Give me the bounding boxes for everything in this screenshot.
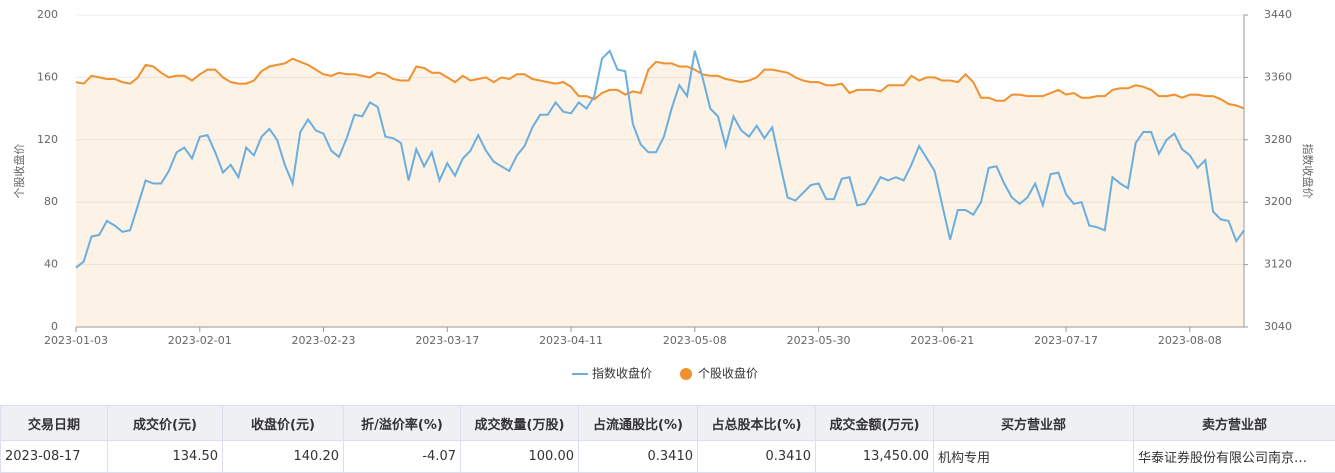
x-tick-label: 2023-05-30	[787, 334, 851, 347]
y2-tick-label: 3360	[1264, 70, 1292, 83]
table-cell: 2023-08-17	[1, 441, 108, 473]
y-tick-label: 200	[37, 8, 58, 21]
y2-tick-label: 3200	[1264, 195, 1292, 208]
table-header: 收盘价(元)	[223, 406, 344, 441]
x-tick-label: 2023-07-17	[1034, 334, 1098, 347]
table-header: 交易日期	[1, 406, 108, 441]
x-tick-label: 2023-08-08	[1158, 334, 1222, 347]
y-tick-label: 40	[44, 258, 58, 271]
y-tick-label: 0	[51, 320, 58, 333]
trade-table: 交易日期成交价(元)收盘价(元)折/溢价率(%)成交数量(万股)占流通股比(%)…	[0, 405, 1335, 473]
table-cell: 100.00	[461, 441, 579, 473]
chart: 个股收盘价 指数收盘价 0 40 80 120 160 200 3040 3120 3200 32…	[0, 0, 1335, 400]
table-header: 卖方营业部	[1134, 406, 1335, 441]
y2-tick-label: 3440	[1264, 8, 1292, 21]
x-tick-label: 2023-02-23	[292, 334, 356, 347]
table-header: 买方营业部	[934, 406, 1134, 441]
table-cell: 140.20	[223, 441, 344, 473]
table-cell: 134.50	[108, 441, 223, 473]
table-cell: 0.3410	[698, 441, 816, 473]
legend-label: 指数收盘价	[592, 366, 652, 381]
y2-tick-label: 3120	[1264, 258, 1292, 271]
x-tick-label: 2023-04-11	[539, 334, 603, 347]
y-tick-label: 160	[37, 70, 58, 83]
y-tick-label: 120	[37, 133, 58, 146]
y-tick-label: 80	[44, 195, 58, 208]
legend-label: 个股收盘价	[698, 366, 758, 381]
x-tick-label: 2023-06-21	[910, 334, 974, 347]
y-axis-title: 个股收盘价	[12, 144, 26, 199]
x-tick-label: 2023-05-08	[663, 334, 727, 347]
area	[76, 59, 1244, 327]
x-tick-label: 2023-02-01	[168, 334, 232, 347]
table-header: 折/溢价率(%)	[344, 406, 461, 441]
y2-axis-title: 指数收盘价	[1301, 144, 1315, 199]
legend-swatch	[680, 368, 692, 380]
table-header: 成交数量(万股)	[461, 406, 579, 441]
y2-tick-label: 3040	[1264, 320, 1292, 333]
table-cell: 0.3410	[579, 441, 698, 473]
table-cell: 机构专用	[934, 441, 1134, 473]
x-tick-label: 2023-03-17	[415, 334, 479, 347]
table-cell: 华泰证券股份有限公司南京…	[1134, 441, 1335, 473]
table-header: 占总股本比(%)	[698, 406, 816, 441]
table-header: 占流通股比(%)	[579, 406, 698, 441]
table-header: 成交价(元)	[108, 406, 223, 441]
x-tick-label: 2023-01-03	[44, 334, 108, 347]
y2-tick-label: 3280	[1264, 133, 1292, 146]
table-header: 成交金额(万元)	[816, 406, 934, 441]
table-cell: 13,450.00	[816, 441, 934, 473]
table-cell: -4.07	[344, 441, 461, 473]
